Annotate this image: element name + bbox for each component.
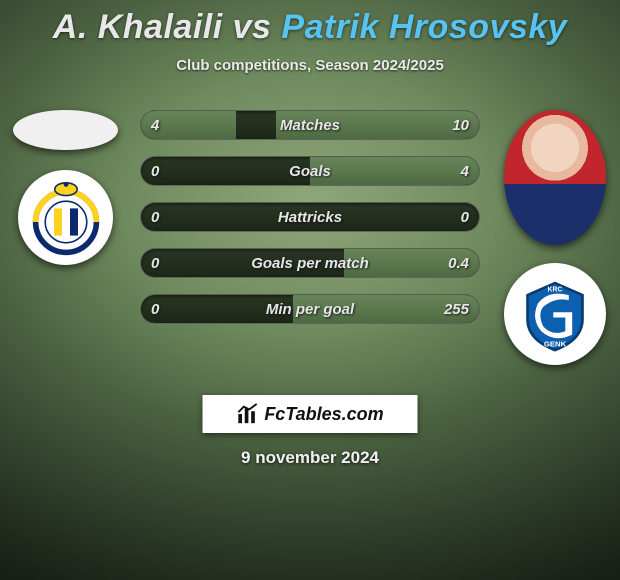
stat-row: 0 Goals 4 xyxy=(140,156,480,186)
player2-photo xyxy=(504,110,606,245)
stat-label: Matches xyxy=(141,111,479,140)
left-column xyxy=(8,110,123,265)
stat-row: 0 Hattricks 0 xyxy=(140,202,480,232)
stat-value-right: 0.4 xyxy=(448,249,469,278)
svg-text:KRC: KRC xyxy=(547,287,562,294)
stat-row: 0 Goals per match 0.4 xyxy=(140,248,480,278)
stat-label: Goals per match xyxy=(141,249,479,278)
chart-icon xyxy=(236,403,258,425)
stat-value-right: 10 xyxy=(452,111,469,140)
comparison-title: A. Khalaili vs Patrik Hrosovsky xyxy=(0,0,620,47)
club2-badge: KRC GENK xyxy=(504,263,606,365)
club1-badge xyxy=(18,170,113,265)
svg-text:GENK: GENK xyxy=(543,340,566,349)
snapshot-date: 9 november 2024 xyxy=(0,448,620,468)
stat-label: Goals xyxy=(141,157,479,186)
usg-crest-icon xyxy=(26,178,106,258)
right-column: KRC GENK xyxy=(497,110,612,365)
watermark-text: FcTables.com xyxy=(264,404,383,425)
player1-name: A. Khalaili xyxy=(53,8,223,46)
player1-photo xyxy=(13,110,118,150)
stat-label: Hattricks xyxy=(141,203,479,232)
stat-bars: 4 Matches 10 0 Goals 4 0 Hattricks 0 xyxy=(140,110,480,340)
stat-row: 0 Min per goal 255 xyxy=(140,294,480,324)
stat-value-right: 0 xyxy=(461,203,469,232)
watermark: FcTables.com xyxy=(203,395,418,433)
stat-value-right: 255 xyxy=(444,295,469,324)
stat-label: Min per goal xyxy=(141,295,479,324)
vs-text: vs xyxy=(233,8,272,46)
stat-value-right: 4 xyxy=(461,157,469,186)
season-subtitle: Club competitions, Season 2024/2025 xyxy=(0,57,620,74)
genk-crest-icon: KRC GENK xyxy=(512,271,598,357)
player2-name: Patrik Hrosovsky xyxy=(281,8,567,46)
stat-row: 4 Matches 10 xyxy=(140,110,480,140)
